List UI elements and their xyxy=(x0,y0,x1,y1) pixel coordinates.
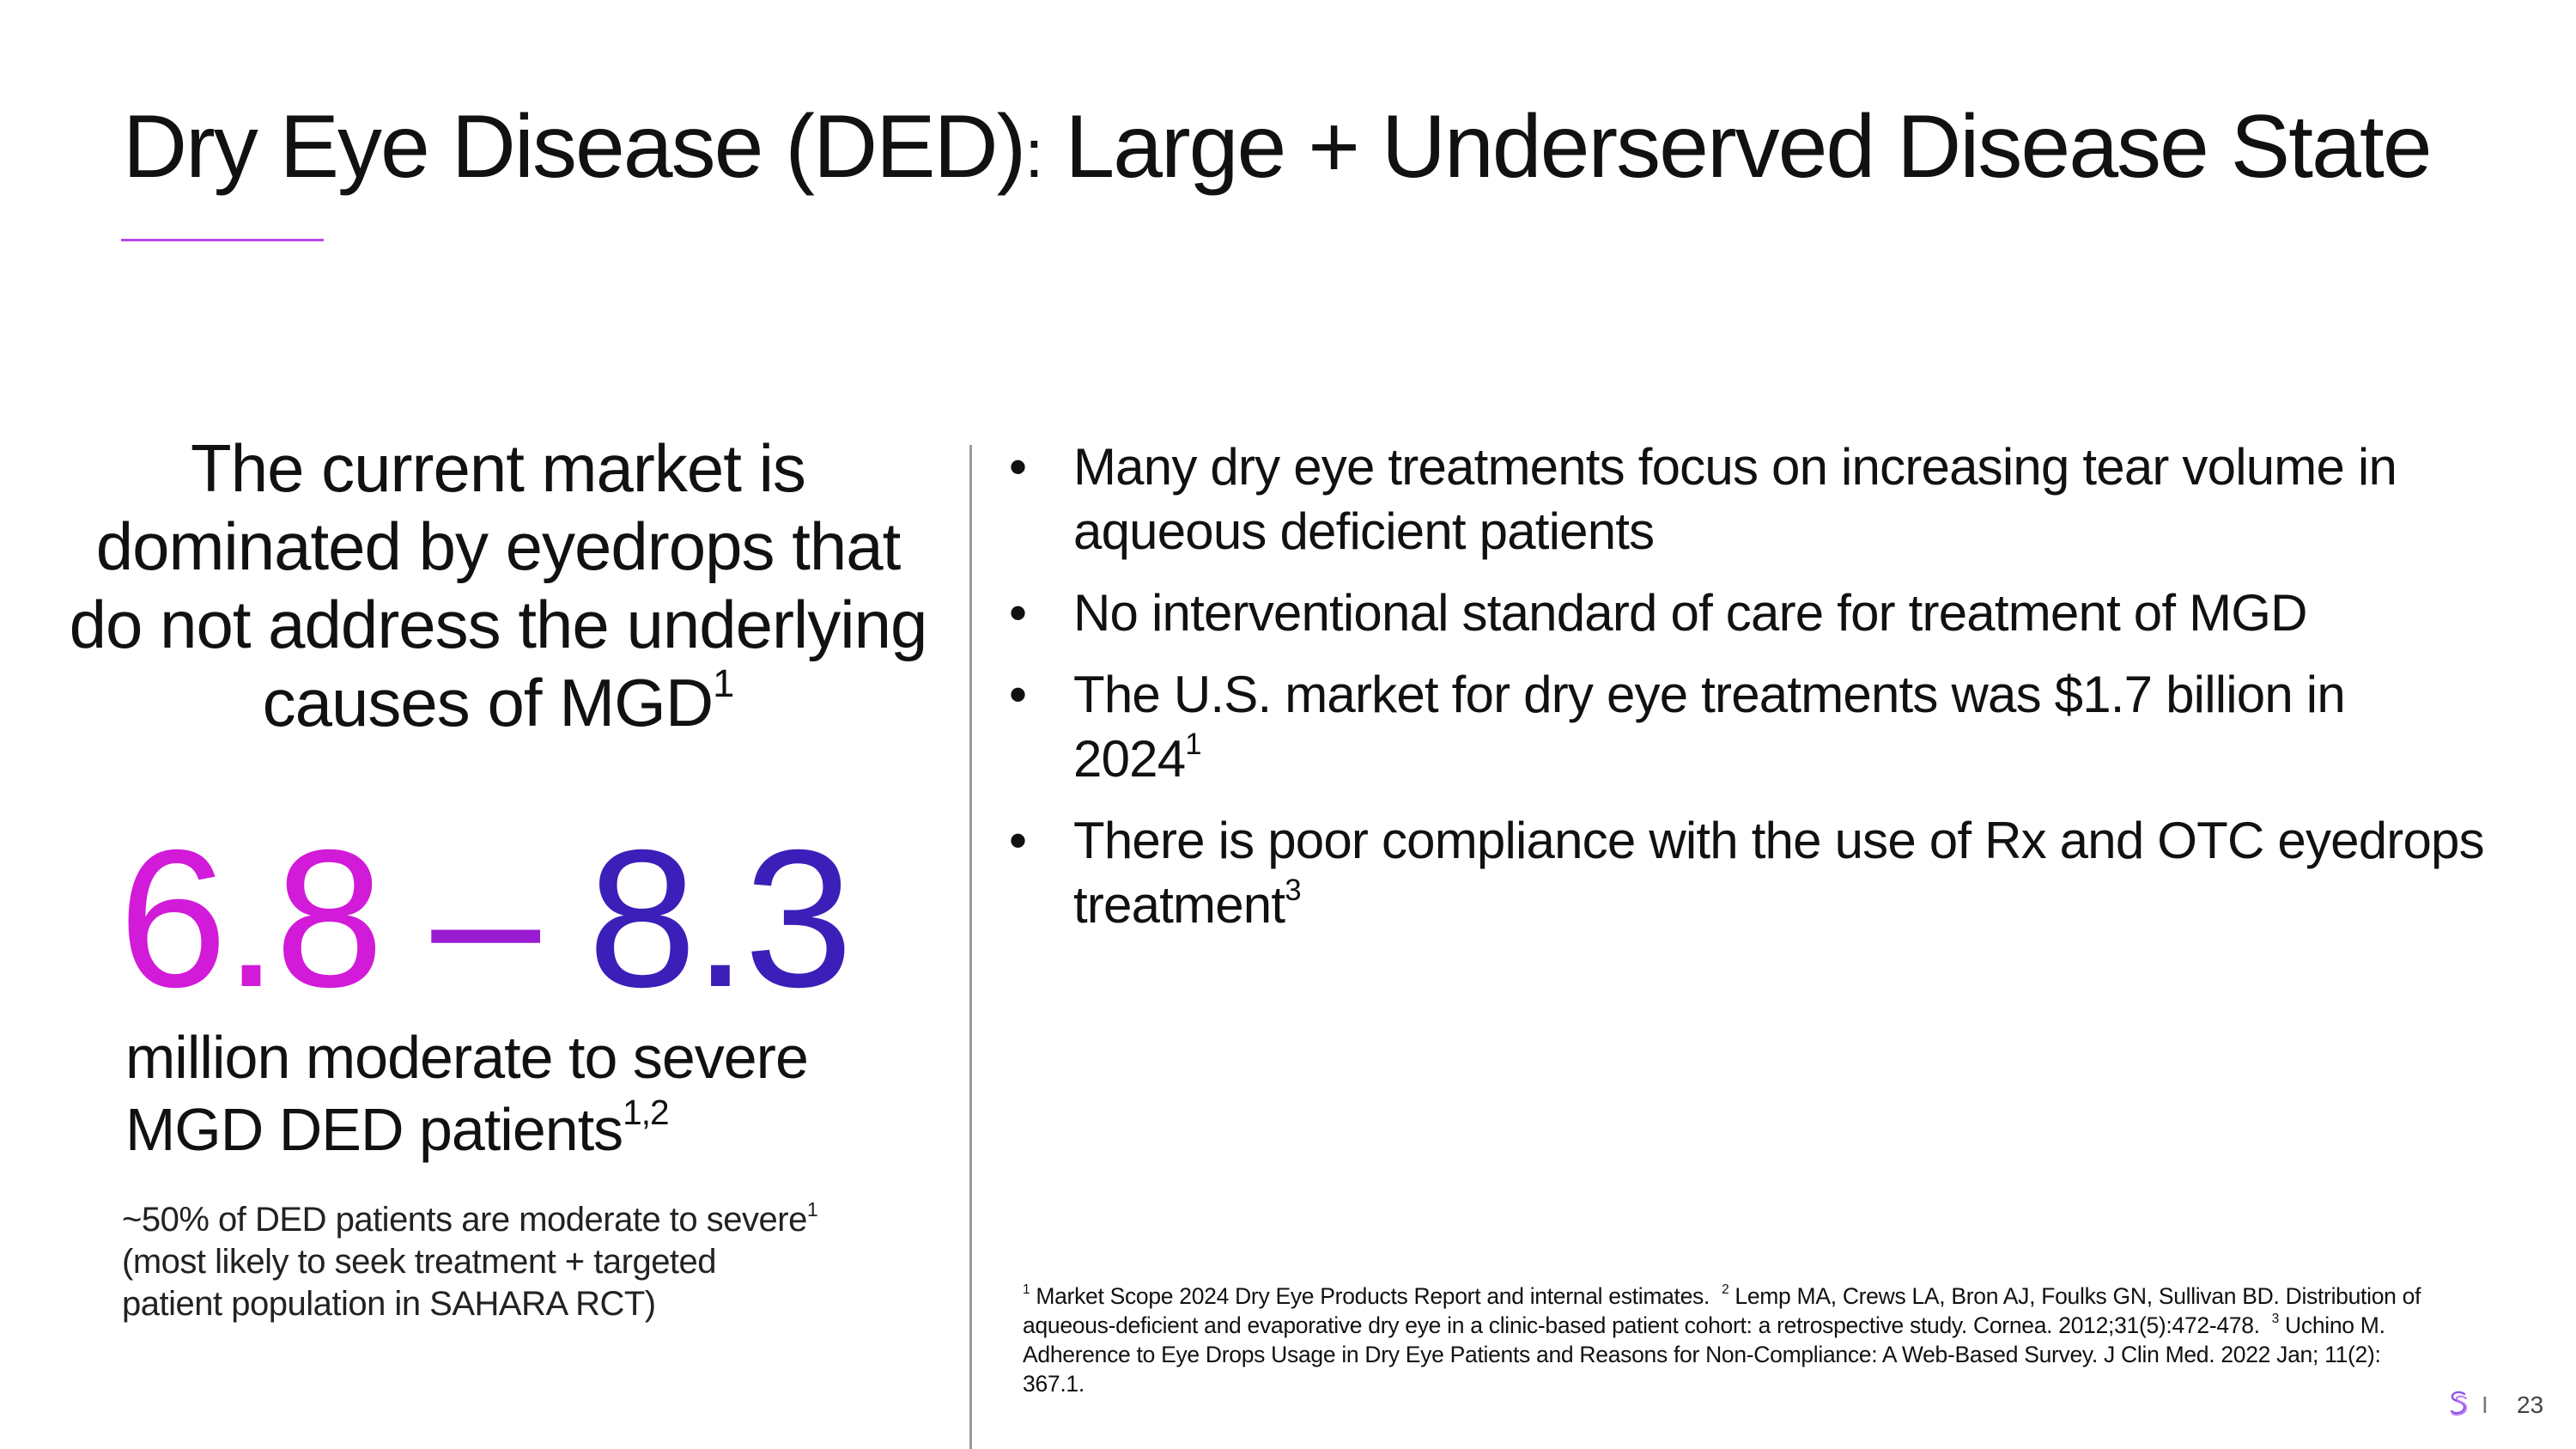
bullet-dot: • xyxy=(1009,812,1027,869)
note-line-3: patient population in SAHARA RCT) xyxy=(122,1285,656,1323)
footnote-1-mark: 1 xyxy=(1023,1282,1030,1298)
title-rest: Large + Underserved Disease State xyxy=(1042,97,2432,197)
bullet-item: • Many dry eye treatments focus on increa… xyxy=(1009,435,2486,563)
caption-line-2: MGD DED patients xyxy=(125,1096,623,1163)
page-number: 23 xyxy=(2517,1391,2544,1418)
column-divider xyxy=(969,445,972,1449)
footnote-3: Uchino M. Adherence to Eye Drops Usage i… xyxy=(1023,1312,2385,1397)
market-heading-footnote: 1 xyxy=(713,661,734,706)
title-colon: : xyxy=(1024,115,1043,192)
slide-title: Dry Eye Disease (DED): Large + Underserv… xyxy=(123,96,2433,198)
bullet-text: No interventional standard of care for t… xyxy=(1073,584,2308,642)
bullet-item: • The U.S. market for dry eye treatments … xyxy=(1009,662,2486,791)
range-dash: – xyxy=(380,810,588,1028)
title-accent-line xyxy=(121,239,324,241)
caption-line-1: million moderate to severe xyxy=(125,1024,809,1091)
bullet-dot: • xyxy=(1009,666,1027,723)
note-footnote: 1 xyxy=(806,1197,818,1221)
bullet-dot: • xyxy=(1009,584,1027,642)
caption-footnote: 1,2 xyxy=(623,1092,669,1132)
footnote-2: Lemp MA, Crews LA, Bron AJ, Foulks GN, S… xyxy=(1023,1283,2421,1338)
footnote-3-mark: 3 xyxy=(2271,1312,2280,1327)
title-main: Dry Eye Disease (DED) xyxy=(123,97,1026,197)
bullet-list: • Many dry eye treatments focus on increa… xyxy=(1009,435,2486,954)
footnote-1: Market Scope 2024 Dry Eye Products Repor… xyxy=(1036,1283,1710,1309)
bullet-dot: • xyxy=(1009,438,1027,496)
market-heading-text: The current market is dominated by eyedr… xyxy=(69,430,928,740)
bullet-item: • There is poor compliance with the use o… xyxy=(1009,808,2486,937)
range-caption: million moderate to severe MGD DED patien… xyxy=(125,1021,809,1166)
market-heading: The current market is dominated by eyedr… xyxy=(69,429,928,742)
bullet-text: There is poor compliance with the use of… xyxy=(1073,812,2485,934)
range-low: 6.8 xyxy=(118,810,384,1028)
s-logo-icon xyxy=(2450,1391,2468,1416)
bullet-text: Many dry eye treatments focus on increas… xyxy=(1073,438,2397,560)
footnote-2-mark: 2 xyxy=(1722,1282,1729,1298)
note-line-2: (most likely to seek treatment + targete… xyxy=(122,1243,717,1281)
bullet-footnote: 1 xyxy=(1185,727,1201,761)
patient-range: 6.8 – 8.3 xyxy=(118,807,853,1031)
severity-note: ~50% of DED patients are moderate to sev… xyxy=(122,1197,818,1325)
note-line-1: ~50% of DED patients are moderate to sev… xyxy=(122,1201,807,1239)
footnotes: 1 Market Scope 2024 Dry Eye Products Rep… xyxy=(1023,1282,2431,1398)
bullet-item: • No interventional standard of care for … xyxy=(1009,581,2486,645)
bullet-footnote: 3 xyxy=(1285,873,1301,907)
footer-separator: I xyxy=(2482,1391,2488,1418)
bullet-text: The U.S. market for dry eye treatments w… xyxy=(1073,666,2346,788)
range-high: 8.3 xyxy=(587,810,853,1028)
